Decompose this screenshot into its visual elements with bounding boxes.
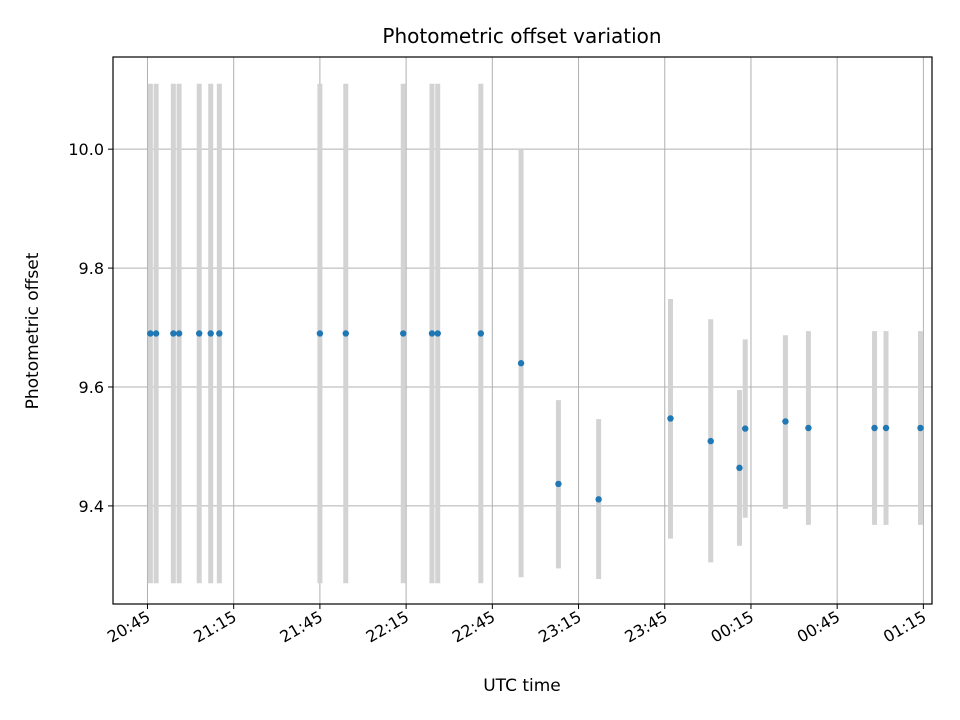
y-tick-label: 9.4 xyxy=(79,497,104,516)
y-axis-ticks: 9.4 9.6 9.8 10.0 xyxy=(68,140,113,516)
data-point xyxy=(917,424,924,432)
y-tick-label: 9.6 xyxy=(79,378,104,397)
chart-title: Photometric offset variation xyxy=(382,24,661,48)
y-tick-label: 9.8 xyxy=(79,259,104,278)
data-point xyxy=(196,330,203,337)
data-point xyxy=(477,330,485,337)
data-point xyxy=(400,330,407,337)
data-point xyxy=(434,330,441,337)
data-point xyxy=(805,424,812,432)
data-point xyxy=(707,437,714,445)
data-point xyxy=(667,415,674,422)
plot-frame xyxy=(112,56,933,605)
data-point xyxy=(555,480,562,488)
data-point xyxy=(882,424,890,432)
data-point xyxy=(428,330,436,337)
data-point xyxy=(175,330,183,337)
data-point xyxy=(342,330,349,337)
data-points xyxy=(147,330,924,503)
data-point xyxy=(152,330,160,337)
data-point xyxy=(517,360,525,367)
data-point xyxy=(207,330,214,337)
y-axis-title: Photometric offset xyxy=(23,252,43,409)
data-point xyxy=(782,418,789,425)
data-point xyxy=(147,330,154,337)
data-point xyxy=(871,424,878,432)
data-point xyxy=(216,330,223,337)
y-tick-label: 10.0 xyxy=(68,140,104,159)
data-point xyxy=(595,496,602,503)
data-point xyxy=(170,330,177,337)
x-axis-title: UTC time xyxy=(483,676,561,696)
data-point xyxy=(742,425,749,432)
data-point xyxy=(316,330,324,337)
data-point xyxy=(736,464,743,472)
